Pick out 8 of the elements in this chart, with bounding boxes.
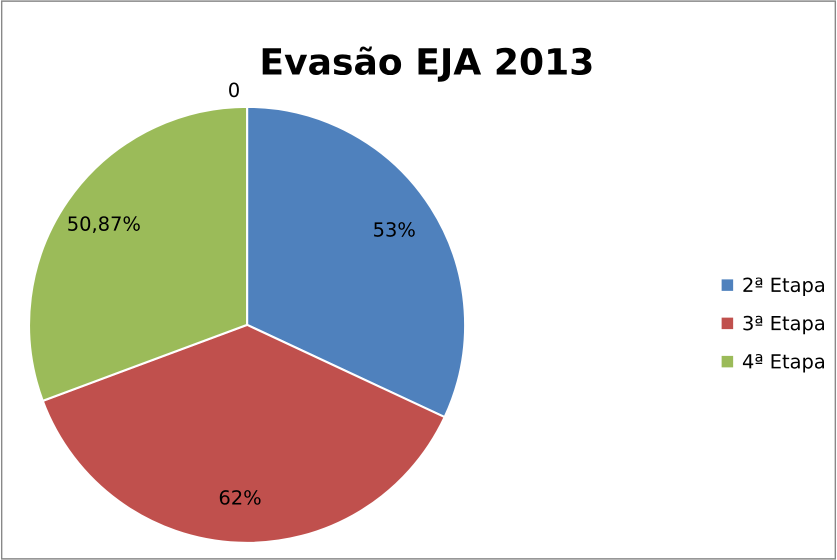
text: 0	[229, 82, 239, 98]
legend-label: 3ª Etapa	[743, 316, 824, 334]
data-label: 50,87%	[68, 216, 140, 233]
legend-label: 4ª Etapa	[742, 354, 824, 372]
legend-label: 2ª Etapa	[743, 277, 824, 296]
chart-title: Evasão EJA 2013	[262, 46, 592, 82]
data-label: 53%	[374, 222, 415, 237]
data-label: 62%	[220, 490, 261, 505]
